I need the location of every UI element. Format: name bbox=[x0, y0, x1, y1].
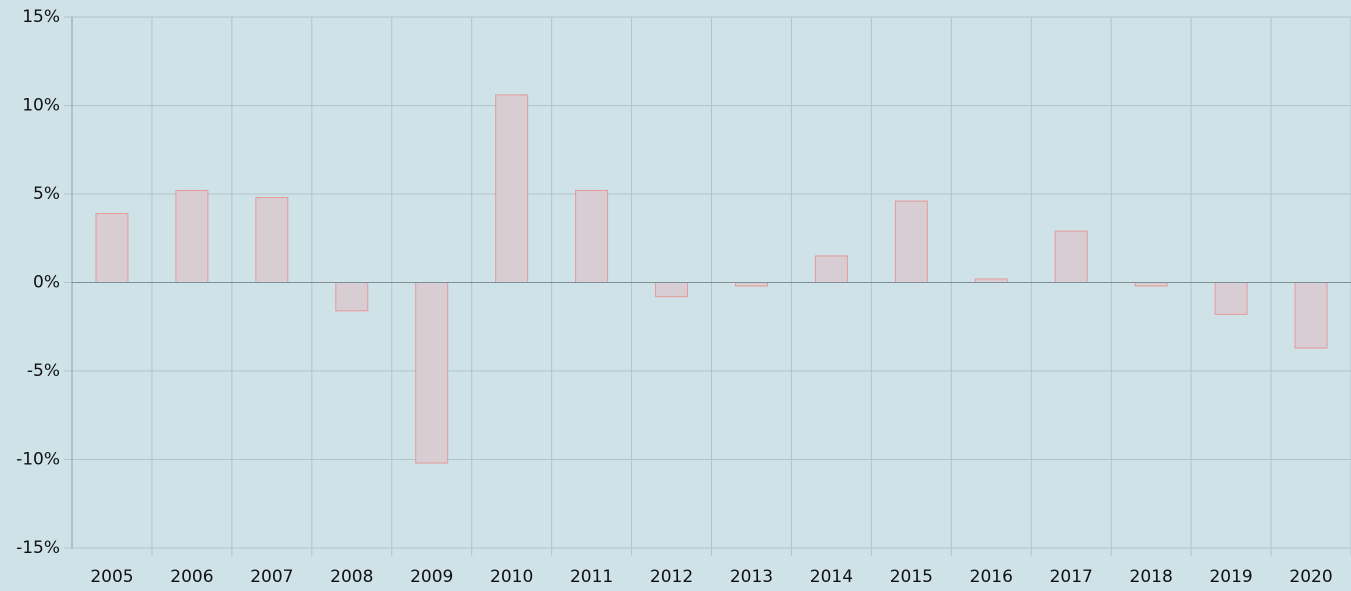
bar bbox=[335, 282, 369, 312]
bar bbox=[1134, 282, 1168, 287]
bar bbox=[894, 200, 928, 283]
bar bbox=[734, 282, 768, 287]
y-tick-label: 0% bbox=[33, 273, 60, 293]
bar bbox=[1294, 282, 1328, 349]
bar bbox=[255, 197, 289, 283]
y-tick-label: -5% bbox=[27, 361, 60, 381]
x-tick-label: 2011 bbox=[570, 567, 613, 587]
y-tick-label: 15% bbox=[22, 7, 60, 27]
x-tick-label: 2015 bbox=[890, 567, 933, 587]
y-tick-label: 5% bbox=[33, 184, 60, 204]
bar bbox=[175, 189, 209, 284]
x-tick-label: 2007 bbox=[250, 567, 293, 587]
bar bbox=[415, 282, 449, 464]
bar bbox=[1054, 230, 1088, 283]
bar bbox=[974, 278, 1008, 283]
bar bbox=[95, 212, 129, 283]
x-tick-label: 2010 bbox=[490, 567, 533, 587]
x-tick-label: 2020 bbox=[1289, 567, 1332, 587]
x-tick-label: 2008 bbox=[330, 567, 373, 587]
bar bbox=[1214, 282, 1248, 315]
y-tick-label: -10% bbox=[16, 450, 60, 470]
y-tick-label: -15% bbox=[16, 538, 60, 558]
bar bbox=[655, 282, 689, 298]
bar bbox=[814, 255, 848, 283]
x-tick-label: 2005 bbox=[90, 567, 133, 587]
x-tick-label: 2019 bbox=[1209, 567, 1252, 587]
x-tick-label: 2012 bbox=[650, 567, 693, 587]
y-tick-label: 10% bbox=[22, 96, 60, 116]
x-tick-label: 2006 bbox=[170, 567, 213, 587]
x-tick-label: 2014 bbox=[810, 567, 853, 587]
x-tick-label: 2013 bbox=[730, 567, 773, 587]
bar bbox=[575, 189, 609, 284]
x-tick-label: 2016 bbox=[970, 567, 1013, 587]
x-tick-label: 2018 bbox=[1130, 567, 1173, 587]
bar bbox=[495, 94, 529, 283]
x-tick-label: 2009 bbox=[410, 567, 453, 587]
x-tick-label: 2017 bbox=[1050, 567, 1093, 587]
